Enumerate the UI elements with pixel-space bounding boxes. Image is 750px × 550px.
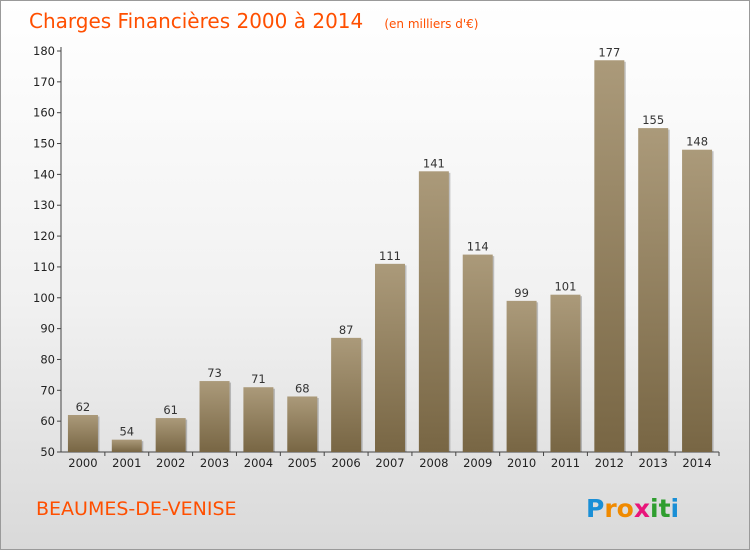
bars	[67, 60, 714, 453]
data-label: 155	[642, 113, 664, 127]
logo-letter: i	[650, 494, 659, 523]
data-label: 68	[295, 381, 310, 395]
data-label: 61	[163, 403, 178, 417]
town-name: BEAUMES-DE-VENISE	[36, 498, 237, 520]
y-tick-label: 70	[40, 383, 55, 397]
x-tick-label: 2003	[200, 456, 229, 470]
bar	[638, 128, 669, 452]
logo-letter: P	[586, 494, 604, 523]
x-tick-label: 2005	[288, 456, 317, 470]
bar	[155, 418, 186, 452]
bar	[682, 149, 713, 452]
chart-title: Charges Financières 2000 à 2014 (en mill…	[29, 9, 478, 33]
x-tick-label: 2012	[595, 456, 624, 470]
logo-letter: i	[671, 494, 680, 523]
y-tick-label: 110	[33, 260, 55, 274]
x-tick-label: 2013	[639, 456, 668, 470]
x-tick-label: 2008	[419, 456, 448, 470]
y-tick-label: 50	[40, 445, 55, 459]
bar	[331, 337, 362, 452]
x-tick-label: 2010	[507, 456, 536, 470]
logo-letter: t	[659, 494, 671, 523]
bar	[199, 381, 230, 452]
proxiti-logo: Proxiti	[586, 494, 679, 523]
y-tick-label: 130	[33, 198, 55, 212]
y-tick-label: 180	[33, 44, 55, 58]
logo-letter: o	[617, 494, 634, 523]
y-tick-label: 150	[33, 137, 55, 151]
data-label: 62	[76, 400, 91, 414]
y-tick-label: 120	[33, 229, 55, 243]
axes: 50 60 70 80 90 100 110 120 130 140 150 160 170 180 200…	[33, 44, 720, 470]
data-label: 87	[339, 323, 354, 337]
y-tick-label: 100	[33, 291, 55, 305]
logo-letter: x	[634, 494, 650, 523]
data-label: 177	[598, 45, 620, 59]
x-tick-label: 2002	[156, 456, 185, 470]
bar	[550, 294, 581, 452]
data-label: 99	[514, 286, 529, 300]
x-tick-label: 2011	[551, 456, 580, 470]
x-tick-label: 2009	[463, 456, 492, 470]
bar	[243, 387, 274, 452]
bar	[287, 396, 318, 452]
bar	[418, 171, 449, 453]
chart-unit: (en milliers d'€)	[384, 17, 478, 31]
x-tick-label: 2000	[68, 456, 97, 470]
bar	[67, 414, 98, 452]
y-tick-label: 170	[33, 75, 55, 89]
data-label: 141	[423, 156, 445, 170]
x-tick-label: 2014	[682, 456, 711, 470]
bar	[506, 300, 537, 452]
data-label: 71	[251, 372, 266, 386]
data-label: 114	[467, 240, 489, 254]
x-tick-label: 2001	[112, 456, 141, 470]
data-label: 54	[119, 425, 134, 439]
x-tick-label: 2004	[244, 456, 273, 470]
bar	[594, 60, 625, 452]
y-tick-label: 160	[33, 106, 55, 120]
data-label: 111	[379, 249, 401, 263]
chart-title-text: Charges Financières 2000 à 2014	[29, 9, 363, 33]
x-tick-label: 2007	[375, 456, 404, 470]
data-labels: 62 54 61 73 71 68 87 111 141 114 99 101 177 155 148	[76, 45, 708, 438]
x-tick-label: 2006	[331, 456, 360, 470]
y-tick-label: 60	[40, 414, 55, 428]
y-tick-label: 80	[40, 352, 55, 366]
y-tick-label: 90	[40, 322, 55, 336]
bar	[375, 263, 405, 452]
data-label: 148	[686, 135, 708, 149]
bar	[462, 254, 493, 452]
data-label: 73	[207, 366, 222, 380]
bar	[111, 439, 142, 452]
logo-letter: r	[604, 494, 617, 523]
y-tick-label: 140	[33, 167, 55, 181]
data-label: 101	[554, 280, 576, 294]
